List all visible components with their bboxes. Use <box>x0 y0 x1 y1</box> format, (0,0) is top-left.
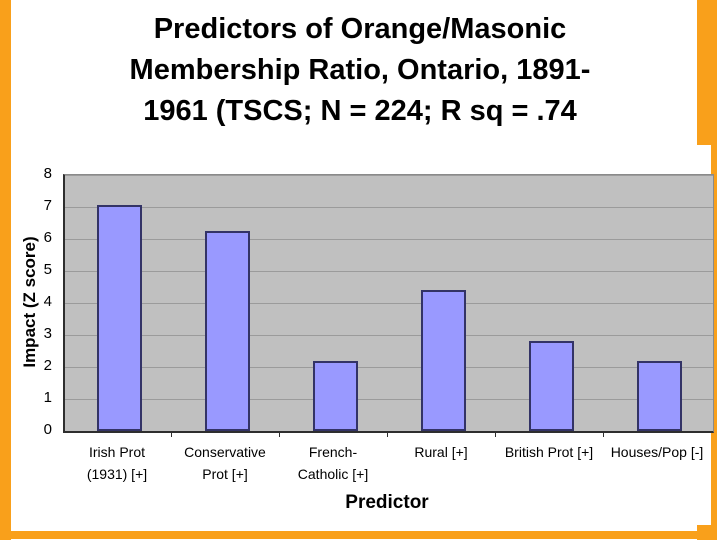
y-axis-tick-labels: 0 1 2 3 4 5 6 7 8 <box>0 165 56 438</box>
bar-4 <box>421 290 466 431</box>
x-category-label-line: British Prot [+] <box>504 444 594 460</box>
x-category-label-2: Conservative Prot [+] <box>171 441 279 485</box>
x-category-label-line: Prot [+] <box>202 466 248 482</box>
x-tick-mark-3 <box>387 432 388 437</box>
x-category-label-5: British Prot [+] <box>495 441 603 485</box>
bar-3 <box>313 361 358 431</box>
x-category-label-6: Houses/Pop [-] <box>603 441 711 485</box>
x-tick-mark-5 <box>603 432 604 437</box>
x-category-label-1: Irish Prot (1931) [+] <box>63 441 171 485</box>
y-tick-label-3: 3 <box>43 325 52 342</box>
gridline-y6 <box>65 239 713 240</box>
bar-1 <box>97 205 142 431</box>
bar-6 <box>637 361 682 431</box>
bar-2 <box>205 231 250 431</box>
slide-border-left <box>0 0 11 540</box>
gridline-y8 <box>65 175 713 176</box>
y-tick-label-8: 8 <box>43 165 52 182</box>
x-category-label-line: (1931) [+] <box>86 466 148 482</box>
slide-title-line-3: 1961 (TSCS; N = 224; R sq = .74 <box>143 95 577 127</box>
x-tick-mark-4 <box>495 432 496 437</box>
gridline-y4 <box>65 303 713 304</box>
x-category-label-line: French- <box>308 444 358 460</box>
gridline-y1 <box>65 399 713 400</box>
y-tick-label-2: 2 <box>43 357 52 374</box>
x-category-label-3: French- Catholic [+] <box>279 441 387 485</box>
gridline-y2 <box>65 367 713 368</box>
slide-border-bottom <box>0 531 717 539</box>
x-axis-title: Predictor <box>345 492 429 513</box>
gridline-y3 <box>65 335 713 336</box>
x-axis-category-labels: Irish Prot (1931) [+] Conservative Prot [+]… <box>63 441 711 485</box>
x-tick-mark-2 <box>279 432 280 437</box>
y-tick-label-5: 5 <box>43 261 52 278</box>
plot-area <box>63 174 714 433</box>
gridline-y5 <box>65 271 713 272</box>
slide-title-line-2: Membership Ratio, Ontario, 1891- <box>129 54 591 86</box>
slide-title: Predictors of Orange/Masonic Membership … <box>0 9 720 132</box>
y-tick-label-1: 1 <box>43 389 52 406</box>
slide-title-line-1: Predictors of Orange/Masonic <box>153 13 567 45</box>
y-tick-label-4: 4 <box>43 293 52 310</box>
x-category-label-line: Catholic [+] <box>297 466 369 482</box>
bar-5 <box>529 341 574 431</box>
x-category-label-line: Rural [+] <box>414 444 468 460</box>
y-tick-label-0: 0 <box>43 421 52 438</box>
x-category-label-4: Rural [+] <box>387 441 495 485</box>
y-tick-label-6: 6 <box>43 229 52 246</box>
x-category-label-line: Conservative <box>184 444 266 460</box>
y-tick-label-7: 7 <box>43 197 52 214</box>
x-tick-mark-1 <box>171 432 172 437</box>
x-category-label-line: Houses/Pop [-] <box>610 444 704 460</box>
x-category-label-line: Irish Prot <box>88 444 145 460</box>
gridline-y7 <box>65 207 713 208</box>
x-axis-tick-marks <box>63 432 711 438</box>
